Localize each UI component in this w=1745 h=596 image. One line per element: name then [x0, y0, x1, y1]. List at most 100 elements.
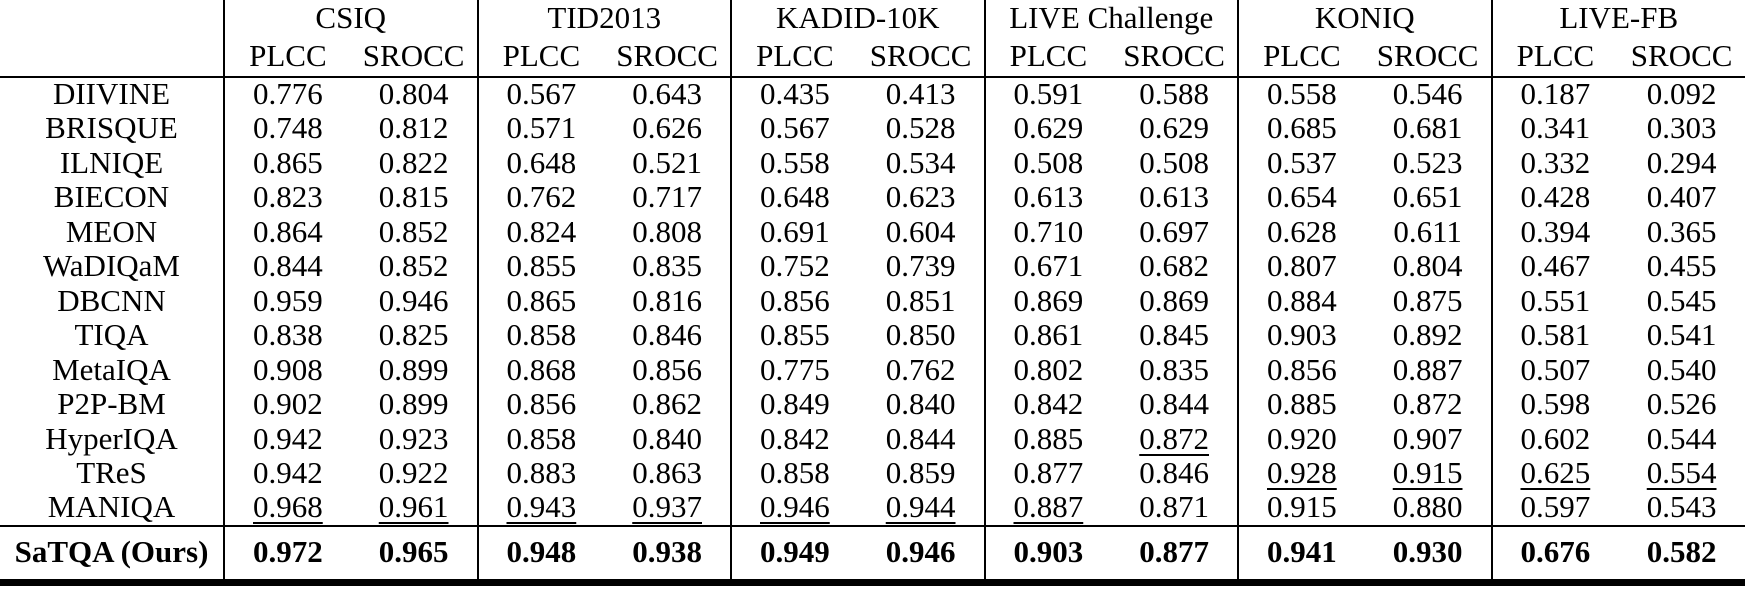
metric-value-cell: 0.537 — [1237, 146, 1365, 181]
metric-value-cell: 0.862 — [632, 386, 702, 422]
metric-value-cell: 0.858 — [476, 422, 605, 457]
table-row: TIQA 0.838 0.825 0.858 0.846 0.855 0.850 0.861 0… — [0, 317, 1745, 353]
metric-value-cell: 0.558 — [1237, 77, 1365, 112]
metric-value-cell: 0.872 — [1139, 420, 1209, 456]
metric-value-cell: 0.892 — [1392, 317, 1463, 353]
metric-value-cell: 0.871 — [1139, 489, 1209, 525]
table-body: DIIVINE 0.776 0.804 0.567 0.643 0.435 0.413 0.5… — [0, 77, 1745, 526]
metric-value-cell: 0.844 — [885, 420, 956, 456]
method-name-cell: BRISQUE — [45, 110, 178, 146]
metric-value-cell: 0.838 — [223, 318, 351, 353]
table-row: MANIQA 0.968 0.961 0.943 0.937 0.946 0.944 0.88… — [0, 491, 1745, 526]
metric-value-cell: 0.544 — [1646, 420, 1717, 456]
table-row: DIIVINE 0.776 0.804 0.567 0.643 0.435 0.413 0.5… — [0, 77, 1745, 112]
metric-value-cell: 0.915 — [1392, 455, 1463, 491]
metric-value-cell: 0.092 — [1646, 76, 1717, 112]
metric-value-cell: 0.613 — [983, 180, 1112, 215]
table-row: SaTQA (Ours) 0.972 0.965 0.948 0.938 0.949 0.9… — [0, 525, 1745, 583]
method-name-cell: HyperIQA — [45, 420, 178, 456]
metric-value-cell: 0.528 — [885, 110, 956, 146]
metric-value-cell: 0.685 — [1237, 111, 1365, 146]
metric-value-cell: 0.864 — [223, 215, 351, 250]
metric-value-cell: 0.899 — [378, 351, 449, 387]
metric-value-cell: 0.671 — [983, 249, 1112, 284]
metric-value-cell: 0.915 — [1237, 491, 1365, 526]
metric-value-cell: 0.648 — [730, 180, 858, 215]
table-row: BIECON 0.823 0.815 0.762 0.717 0.648 0.623 0.61… — [0, 179, 1745, 215]
metric-value-cell: 0.863 — [632, 455, 702, 491]
dataset-header-koniq: KONIQ — [1237, 0, 1492, 37]
metric-value-cell: 0.858 — [730, 456, 858, 491]
metric-value-cell: 0.846 — [632, 317, 702, 353]
metric-value-cell: 0.968 — [223, 491, 351, 526]
metric-value-cell: 0.526 — [1646, 386, 1717, 422]
metric-value-cell: 0.691 — [730, 215, 858, 250]
table-row: MetaIQA 0.908 0.899 0.868 0.856 0.775 0.762 0.8… — [0, 353, 1745, 388]
metric-value-cell: 0.885 — [983, 422, 1112, 457]
metric-value-cell: 0.823 — [223, 180, 351, 215]
metric-value-cell: 0.965 — [378, 534, 449, 570]
metric-header-plcc: PLCC — [223, 37, 351, 77]
metric-value-cell: 0.844 — [1139, 386, 1209, 422]
metric-header-plcc: PLCC — [1490, 37, 1619, 77]
metric-value-cell: 0.628 — [1237, 215, 1365, 250]
dataset-header-live-fb: LIVE-FB — [1490, 0, 1745, 37]
metric-value-cell: 0.807 — [1237, 249, 1365, 284]
metric-header-srocc: SROCC — [362, 38, 465, 74]
metric-value-cell: 0.908 — [223, 353, 351, 388]
table-row: DBCNN 0.959 0.946 0.865 0.816 0.856 0.851 0.869… — [0, 284, 1745, 319]
metric-value-cell: 0.938 — [632, 534, 702, 570]
metric-value-cell: 0.944 — [885, 489, 956, 525]
metric-value-cell: 0.856 — [476, 387, 605, 422]
metric-value-cell: 0.880 — [1392, 489, 1463, 525]
metric-value-cell: 0.850 — [885, 317, 956, 353]
metric-value-cell: 0.845 — [1139, 317, 1209, 353]
metric-value-cell: 0.626 — [632, 110, 702, 146]
corner-cell — [0, 37, 224, 77]
metric-value-cell: 0.928 — [1237, 456, 1365, 491]
table-row: BRISQUE 0.748 0.812 0.571 0.626 0.567 0.528 0.6… — [0, 110, 1745, 146]
metric-value-cell: 0.885 — [1237, 387, 1365, 422]
metric-value-cell: 0.840 — [632, 420, 702, 456]
metric-value-cell: 0.710 — [983, 215, 1112, 250]
dataset-header-tid2013: TID2013 — [476, 0, 731, 37]
metric-value-cell: 0.602 — [1490, 422, 1619, 457]
method-name-cell: MEON — [65, 213, 158, 249]
metric-value-cell: 0.907 — [1392, 420, 1463, 456]
metric-value-cell: 0.920 — [1237, 422, 1365, 457]
metric-value-cell: 0.804 — [1392, 248, 1463, 284]
metric-value-cell: 0.591 — [983, 77, 1112, 112]
method-name-cell: SaTQA (Ours) — [14, 534, 209, 570]
metric-value-cell: 0.567 — [730, 111, 858, 146]
metric-value-cell: 0.521 — [632, 144, 702, 180]
metric-value-cell: 0.651 — [1392, 179, 1463, 215]
metric-value-cell: 0.775 — [730, 353, 858, 388]
metric-value-cell: 0.937 — [632, 489, 702, 525]
metric-value-cell: 0.822 — [378, 144, 449, 180]
metric-value-cell: 0.407 — [1646, 179, 1717, 215]
metric-value-cell: 0.842 — [730, 422, 858, 457]
metric-value-cell: 0.849 — [730, 387, 858, 422]
metric-value-cell: 0.762 — [885, 351, 956, 387]
metric-value-cell: 0.887 — [983, 491, 1112, 526]
metric-value-cell: 0.717 — [632, 179, 702, 215]
metric-value-cell: 0.855 — [730, 318, 858, 353]
dataset-header-row: CSIQ TID2013 KADID-10K LIVE Challenge KO… — [0, 0, 1745, 37]
metric-value-cell: 0.941 — [1237, 525, 1365, 583]
table-row: TReS 0.942 0.922 0.883 0.863 0.858 0.859 0.877 0… — [0, 455, 1745, 491]
metric-value-cell: 0.858 — [476, 318, 605, 353]
metric-value-cell: 0.852 — [378, 248, 449, 284]
metric-value-cell: 0.676 — [1490, 525, 1619, 583]
metric-value-cell: 0.943 — [476, 491, 605, 526]
metric-value-cell: 0.648 — [476, 146, 605, 181]
metric-value-cell: 0.946 — [378, 282, 449, 318]
metric-value-cell: 0.842 — [983, 387, 1112, 422]
metric-value-cell: 0.883 — [476, 456, 605, 491]
metric-value-cell: 0.187 — [1490, 77, 1619, 112]
metric-value-cell: 0.946 — [730, 491, 858, 526]
metric-value-cell: 0.902 — [223, 387, 351, 422]
metric-value-cell: 0.872 — [1392, 386, 1463, 422]
method-name-cell: TIQA — [74, 317, 149, 353]
metric-header-srocc: SROCC — [1123, 38, 1225, 74]
metric-value-cell: 0.824 — [476, 215, 605, 250]
